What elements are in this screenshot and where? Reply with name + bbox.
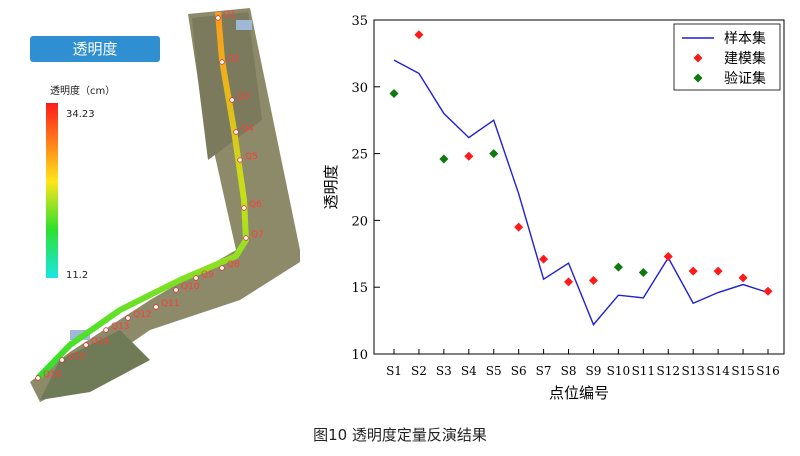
x-tick-label: S8 xyxy=(561,364,577,378)
marker-modeling xyxy=(539,254,549,264)
sample-point-label: Q6 xyxy=(249,200,262,210)
y-axis-label: 透明度 xyxy=(322,164,340,209)
y-tick-label: 25 xyxy=(351,148,368,163)
x-tick-label: S7 xyxy=(536,364,552,378)
sample-point xyxy=(233,129,239,135)
x-tick-label: S10 xyxy=(607,364,631,378)
sample-point-label: Q4 xyxy=(241,124,254,134)
x-tick-label: S15 xyxy=(731,364,755,378)
marker-modeling xyxy=(464,151,474,161)
marker-modeling xyxy=(414,30,424,40)
x-tick-label: S3 xyxy=(436,364,452,378)
sample-point-label: Q13 xyxy=(111,322,130,332)
map-title: 透明度 xyxy=(30,36,160,62)
x-tick-label: S16 xyxy=(756,364,780,378)
marker-validation xyxy=(389,88,399,98)
legend-label: 建模集 xyxy=(724,50,766,67)
x-tick-label: S1 xyxy=(386,364,402,378)
sample-point-label: Q14 xyxy=(91,337,110,347)
sample-point xyxy=(215,15,221,21)
x-tick-label: S14 xyxy=(706,364,730,378)
plot-frame xyxy=(373,19,785,355)
marker-validation xyxy=(613,262,623,272)
sample-point-label: Q16 xyxy=(43,370,62,380)
building xyxy=(236,20,252,30)
figure-caption: 图10 透明度定量反演结果 xyxy=(313,426,487,444)
y-tick-label: 20 xyxy=(351,214,368,229)
sample-point-label: Q9 xyxy=(201,270,214,280)
legend-label: 验证集 xyxy=(724,70,766,87)
sample-point-label: Q3 xyxy=(237,92,250,102)
sample-point-label: Q5 xyxy=(245,152,258,162)
marker-validation xyxy=(439,154,449,164)
marker-modeling xyxy=(514,222,524,232)
marker-modeling xyxy=(738,273,748,283)
sample-point-label: Q12 xyxy=(133,310,152,320)
sample-point xyxy=(153,304,159,310)
sample-point xyxy=(103,327,109,333)
sample-point-label: Q2 xyxy=(227,54,240,64)
legend-swatch-marker xyxy=(693,73,703,83)
x-tick-label: S9 xyxy=(586,364,602,378)
sample-point-label: Q11 xyxy=(161,299,180,309)
legend-box xyxy=(673,23,781,91)
y-tick-label: 30 xyxy=(351,81,368,96)
river-route xyxy=(35,11,249,381)
marker-modeling xyxy=(663,251,673,261)
sample-point-label: Q1 xyxy=(223,10,236,20)
marker-modeling xyxy=(713,266,723,276)
sample-point xyxy=(83,342,89,348)
sample-point xyxy=(173,287,179,293)
legend-color-bar xyxy=(46,103,58,278)
x-tick-label: S12 xyxy=(657,364,681,378)
x-tick-label: S6 xyxy=(511,364,527,378)
x-tick-label: S11 xyxy=(632,364,656,378)
sample-point xyxy=(229,97,235,103)
sample-point-label: Q10 xyxy=(181,282,200,292)
marker-modeling xyxy=(588,276,598,286)
x-tick-label: S2 xyxy=(411,364,427,378)
sample-point xyxy=(237,157,243,163)
river-line xyxy=(35,11,249,381)
sample-point xyxy=(193,275,199,281)
x-axis-label: 点位编号 xyxy=(549,384,609,402)
marker-modeling xyxy=(688,266,698,276)
y-tick-label: 35 xyxy=(351,14,368,29)
marker-modeling xyxy=(763,286,773,296)
sample-point xyxy=(35,375,41,381)
legend-title: 透明度（cm） xyxy=(50,86,116,97)
sample-point xyxy=(59,357,65,363)
sample-point xyxy=(241,205,247,211)
series-line-sample xyxy=(393,59,769,326)
satellite-map-panel: Q1 Q2 Q3 Q4 Q5 Q6 Q7 Q8 Q9 Q10 Q11 Q12 Q13 Q14 Q15 Q16 … xyxy=(0,0,300,410)
y-tick-label: 10 xyxy=(351,348,368,363)
land-patch-south xyxy=(40,330,150,400)
marker-modeling xyxy=(564,277,574,287)
x-tick-label: S4 xyxy=(461,364,477,378)
x-tick-label: S13 xyxy=(681,364,705,378)
sample-point xyxy=(125,315,131,321)
y-tick-label: 15 xyxy=(351,281,368,296)
sample-point-label: Q15 xyxy=(67,352,86,362)
legend-min-value: 11.2 xyxy=(66,270,89,281)
x-tick-label: S5 xyxy=(486,364,502,378)
legend-label: 样本集 xyxy=(724,30,766,47)
sample-point xyxy=(219,59,225,65)
marker-validation xyxy=(638,268,648,278)
sample-point-label: Q8 xyxy=(227,260,240,270)
legend-max-value: 34.23 xyxy=(66,109,95,120)
marker-validation xyxy=(489,149,499,159)
sample-point-label: Q7 xyxy=(251,230,264,240)
legend-swatch-marker xyxy=(693,53,703,63)
sample-point xyxy=(219,265,225,271)
sample-point xyxy=(243,235,249,241)
